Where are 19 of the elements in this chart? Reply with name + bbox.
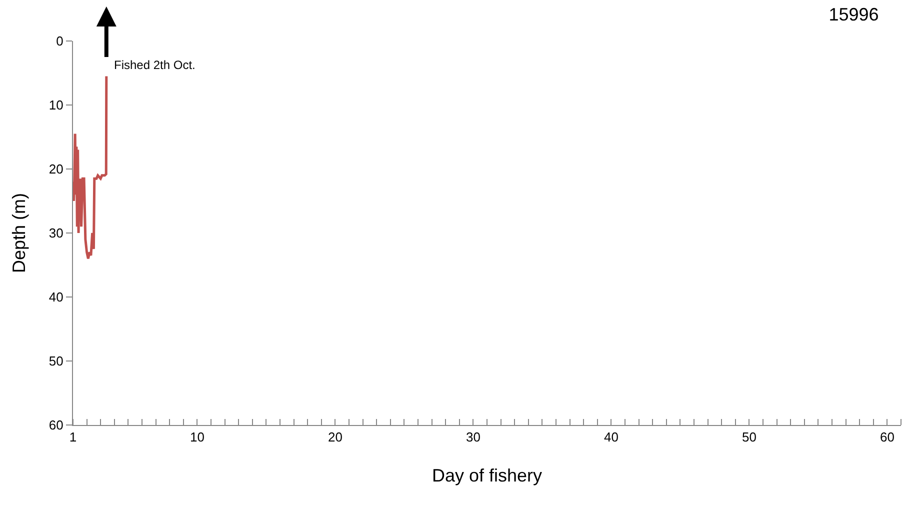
y-tick-label: 50 (48, 354, 64, 369)
x-tick-label: 30 (466, 430, 480, 445)
y-axis-title: Depth (m) (9, 192, 30, 274)
annotation: Fished 2th Oct. (114, 58, 196, 72)
x-tick-label: 10 (190, 430, 204, 445)
y-tick-label: 40 (48, 290, 64, 305)
y-tick-label: 10 (48, 98, 64, 113)
y-tick-label: 0 (56, 34, 64, 49)
x-tick-label: 60 (880, 430, 894, 445)
x-tick-label: 20 (328, 430, 342, 445)
line-series (73, 74, 108, 260)
x-tick-label: 40 (604, 430, 618, 445)
y-tick-label: 30 (48, 226, 64, 241)
x-tick-label: 1 (69, 430, 77, 445)
x-tick-label: 50 (742, 430, 756, 445)
y-tick-label: 60 (48, 418, 64, 433)
chart-title: 15996 (828, 4, 879, 24)
y-tick-label: 20 (48, 162, 64, 177)
x-axis-title: Day of fishery (432, 466, 542, 486)
